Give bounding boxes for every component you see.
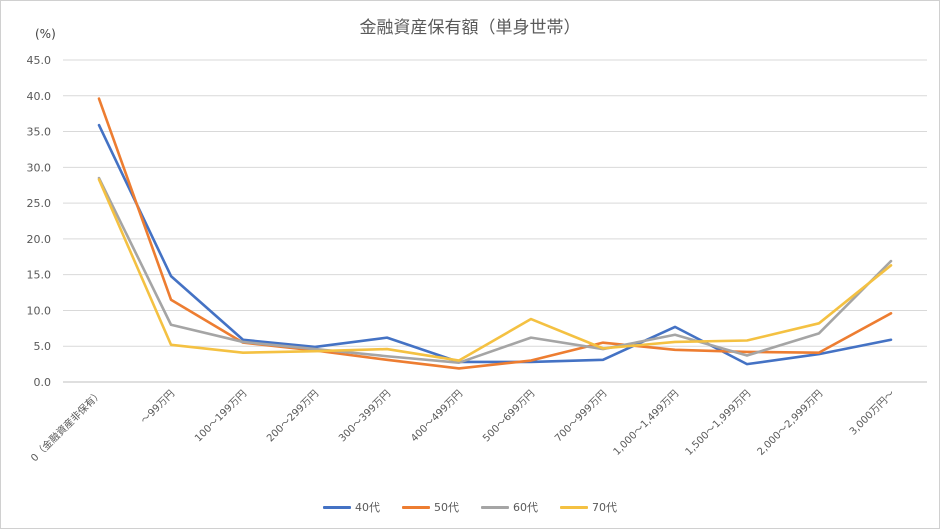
x-tick-label: 500～699万円 — [481, 388, 537, 444]
legend-label: 70代 — [592, 501, 617, 514]
x-tick-label: 0（金融資産非保有） — [28, 387, 105, 464]
x-tick-label: ～99万円 — [139, 388, 177, 426]
y-tick-label: 5.0 — [34, 340, 52, 353]
series-line-50代 — [97, 97, 893, 370]
y-tick-label: 40.0 — [27, 90, 52, 103]
legend-swatch — [481, 505, 509, 509]
legend-swatch — [560, 505, 588, 509]
legend-item: 60代 — [481, 499, 538, 515]
x-tick-label: 700～999万円 — [553, 388, 609, 444]
chart-legend: 40代 50代 60代 70代 — [1, 499, 939, 515]
legend-item: 50代 — [402, 499, 459, 515]
y-tick-label: 35.0 — [27, 126, 52, 139]
series-line-40代 — [97, 123, 893, 366]
x-tick-label: 1,000～1,499万円 — [612, 388, 681, 457]
y-axis-unit-label: (%) — [35, 27, 56, 41]
y-tick-label: 0.0 — [34, 376, 52, 389]
x-tick-label: 3,000万円～ — [848, 388, 897, 437]
y-tick-label: 25.0 — [27, 197, 52, 210]
x-tick-label: 2,000～2,999万円 — [756, 388, 825, 457]
legend-swatch — [402, 505, 430, 509]
legend-label: 50代 — [434, 501, 459, 514]
y-tick-label: 15.0 — [27, 269, 52, 282]
x-tick-label: 300～399万円 — [337, 388, 393, 444]
legend-item: 70代 — [560, 499, 617, 515]
line-chart: 0.0 5.0 10.0 15.0 20.0 25.0 30.0 35.0 40.0 45.0 0（… — [27, 54, 927, 464]
legend-label: 40代 — [355, 501, 380, 514]
y-tick-label: 20.0 — [27, 233, 52, 246]
y-tick-label: 45.0 — [27, 54, 52, 67]
chart-title: 金融資産保有額（単身世帯） — [359, 18, 581, 38]
x-tick-label: 100～199万円 — [193, 388, 249, 444]
y-tick-label: 10.0 — [27, 304, 52, 317]
x-tick-label: 200～299万円 — [265, 388, 321, 444]
legend-item: 40代 — [323, 499, 380, 515]
x-tick-label: 400～499万円 — [409, 388, 465, 444]
y-tick-label: 30.0 — [27, 161, 52, 174]
series-line-70代 — [97, 178, 893, 362]
legend-label: 60代 — [513, 501, 538, 514]
x-tick-label: 1,500～1,999万円 — [684, 388, 753, 457]
legend-swatch — [323, 505, 351, 509]
series-line-60代 — [97, 176, 893, 364]
